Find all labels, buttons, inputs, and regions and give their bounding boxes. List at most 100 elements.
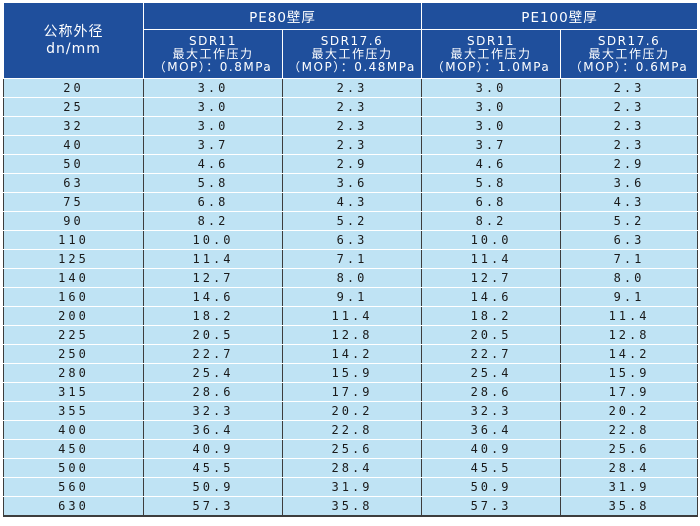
pe80-sdr11-cell: 18.2 [143, 306, 283, 326]
pe100-sdr11-cell: 20.5 [421, 325, 562, 345]
pe100-sdr17-6-cell: 12.8 [560, 325, 699, 345]
pe80-sdr17-6-cell: 25.6 [281, 439, 423, 459]
pe100-sdr17-6-cell: 2.9 [560, 154, 699, 174]
nominal-diameter-cell: 63 [3, 173, 144, 193]
pe80-sdr11-cell: 12.7 [143, 268, 283, 288]
table-row: 200 18.2 11.4 18.2 11.4 [3, 306, 699, 326]
sdr-label: SDR11 [467, 33, 515, 48]
pe80-sdr11-cell: 8.2 [143, 211, 283, 231]
mop-label: （MOP）：1.0MPa [431, 59, 551, 74]
pe100-sdr17-6-cell: 7.1 [560, 249, 699, 269]
pe80-sdr17-6-cell: 2.3 [281, 78, 423, 98]
pe80-sdr11-cell: 4.6 [143, 154, 283, 174]
pe80-sdr17-6-cell: 9.1 [281, 287, 423, 307]
pe80-sdr17-6-header: SDR17.6 最大工作压力 （MOP）：0.48MPa [281, 29, 423, 79]
pe80-sdr11-cell: 3.0 [143, 116, 283, 136]
pe80-sdr11-header: SDR11 最大工作压力 （MOP）：0.8MPa [143, 29, 283, 79]
pe80-sdr17-6-cell: 15.9 [281, 363, 423, 383]
pe80-sdr17-6-cell: 6.3 [281, 230, 423, 250]
pe80-sdr11-cell: 22.7 [143, 344, 283, 364]
pe100-sdr11-cell: 5.8 [421, 173, 562, 193]
pe100-sdr11-cell: 25.4 [421, 363, 562, 383]
pe100-sdr11-cell: 36.4 [421, 420, 562, 440]
table-row: 355 32.3 20.2 32.3 20.2 [3, 401, 699, 421]
pe80-sdr11-cell: 50.9 [143, 477, 283, 497]
pe80-sdr17-6-cell: 8.0 [281, 268, 423, 288]
pe100-sdr17-6-cell: 3.6 [560, 173, 699, 193]
pe100-sdr17-6-cell: 31.9 [560, 477, 699, 497]
table-row: 50 4.6 2.9 4.6 2.9 [3, 154, 699, 174]
pe80-sdr17-6-cell: 14.2 [281, 344, 423, 364]
table-row: 63 5.8 3.6 5.8 3.6 [3, 173, 699, 193]
pe80-group-header: PE80壁厚 [142, 2, 423, 30]
table-row: 32 3.0 2.3 3.0 2.3 [3, 116, 699, 136]
pe100-sdr11-cell: 22.7 [421, 344, 562, 364]
mop-label: （MOP）：0.48MPa [288, 59, 416, 74]
pe80-sdr11-cell: 3.0 [143, 78, 283, 98]
pe100-sdr11-cell: 3.0 [421, 116, 562, 136]
pe100-sdr11-cell: 3.0 [421, 78, 562, 98]
max-pressure-label: 最大工作压力 [311, 46, 393, 61]
pe100-sdr11-cell: 10.0 [421, 230, 562, 250]
table-row: 315 28.6 17.9 28.6 17.9 [3, 382, 699, 402]
nominal-diameter-cell: 140 [3, 268, 144, 288]
pipe-wall-thickness-table-container: 公称外径 dn/mm PE80壁厚 PE100壁厚 SDR11 最大工作压力 （… [3, 2, 699, 517]
pe80-sdr17-6-cell: 12.8 [281, 325, 423, 345]
pe80-sdr17-6-cell: 7.1 [281, 249, 423, 269]
pe80-sdr11-cell: 10.0 [143, 230, 283, 250]
pe80-sdr11-cell: 36.4 [143, 420, 283, 440]
pe80-sdr17-6-cell: 2.3 [281, 97, 423, 117]
nominal-diameter-cell: 225 [3, 325, 144, 345]
pe100-sdr11-header: SDR11 最大工作压力 （MOP）：1.0MPa [421, 29, 562, 79]
pe100-sdr17-6-cell: 6.3 [560, 230, 699, 250]
nominal-diameter-cell: 280 [3, 363, 144, 383]
nominal-diameter-cell: 40 [3, 135, 144, 155]
pe100-sdr11-cell: 57.3 [421, 496, 562, 517]
header-row-subcolumns: SDR11 最大工作压力 （MOP）：0.8MPa SDR17.6 最大工作压力… [4, 29, 699, 79]
pe100-sdr17-6-cell: 25.6 [560, 439, 699, 459]
pe80-sdr11-cell: 32.3 [143, 401, 283, 421]
pe80-sdr17-6-cell: 17.9 [281, 382, 423, 402]
table-row: 75 6.8 4.3 6.8 4.3 [3, 192, 699, 212]
table-row: 250 22.7 14.2 22.7 14.2 [3, 344, 699, 364]
nominal-diameter-header: 公称外径 dn/mm [3, 2, 144, 79]
pe100-sdr11-cell: 32.3 [421, 401, 562, 421]
pe80-sdr17-6-cell: 31.9 [281, 477, 423, 497]
pe80-sdr17-6-cell: 35.8 [281, 496, 423, 517]
pe80-sdr17-6-cell: 11.4 [281, 306, 423, 326]
table-row: 560 50.9 31.9 50.9 31.9 [3, 477, 699, 497]
pe100-sdr17-6-cell: 2.3 [560, 135, 699, 155]
pe80-sdr11-cell: 6.8 [143, 192, 283, 212]
pe100-sdr11-cell: 4.6 [421, 154, 562, 174]
nominal-diameter-cell: 125 [3, 249, 144, 269]
pe80-sdr11-cell: 25.4 [143, 363, 283, 383]
pe100-sdr17-6-cell: 15.9 [560, 363, 699, 383]
pe100-sdr11-cell: 6.8 [421, 192, 562, 212]
pe80-sdr17-6-cell: 5.2 [281, 211, 423, 231]
nominal-diameter-cell: 50 [3, 154, 144, 174]
pe80-sdr11-cell: 3.0 [143, 97, 283, 117]
pe100-sdr17-6-cell: 28.4 [560, 458, 699, 478]
pe80-sdr11-cell: 57.3 [143, 496, 283, 517]
table-row: 630 57.3 35.8 57.3 35.8 [3, 496, 699, 517]
pe100-sdr11-cell: 12.7 [421, 268, 562, 288]
table-row: 450 40.9 25.6 40.9 25.6 [3, 439, 699, 459]
table-row: 400 36.4 22.8 36.4 22.8 [3, 420, 699, 440]
nominal-diameter-cell: 250 [3, 344, 144, 364]
nominal-diameter-cell: 355 [3, 401, 144, 421]
max-pressure-label: 最大工作压力 [588, 46, 670, 61]
pe100-sdr11-cell: 14.6 [421, 287, 562, 307]
pe80-sdr11-cell: 40.9 [143, 439, 283, 459]
pe100-sdr11-cell: 18.2 [421, 306, 562, 326]
pe100-sdr17-6-cell: 2.3 [560, 116, 699, 136]
mop-label: （MOP）：0.6MPa [569, 59, 689, 74]
table-row: 225 20.5 12.8 20.5 12.8 [3, 325, 699, 345]
pe100-sdr11-cell: 3.7 [421, 135, 562, 155]
nominal-diameter-cell: 160 [3, 287, 144, 307]
pe100-sdr17-6-cell: 9.1 [560, 287, 699, 307]
table-row: 280 25.4 15.9 25.4 15.9 [3, 363, 699, 383]
pe80-sdr17-6-cell: 2.3 [281, 116, 423, 136]
pe100-sdr11-cell: 45.5 [421, 458, 562, 478]
pe100-group-header: PE100壁厚 [421, 2, 699, 30]
pe100-sdr17-6-cell: 17.9 [560, 382, 699, 402]
